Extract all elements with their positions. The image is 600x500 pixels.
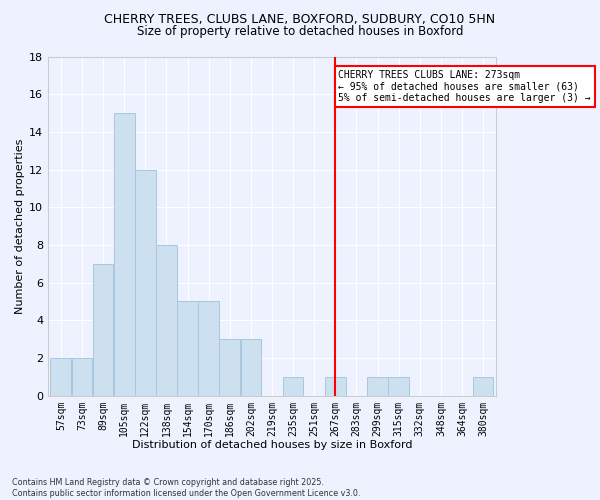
Bar — [220, 339, 240, 396]
Y-axis label: Number of detached properties: Number of detached properties — [15, 138, 25, 314]
Bar — [177, 302, 198, 396]
Bar — [241, 339, 261, 396]
Text: CHERRY TREES CLUBS LANE: 273sqm
← 95% of detached houses are smaller (63)
5% of : CHERRY TREES CLUBS LANE: 273sqm ← 95% of… — [338, 70, 591, 103]
Bar — [135, 170, 155, 396]
Bar — [114, 113, 134, 396]
Bar — [71, 358, 92, 396]
Bar — [367, 377, 388, 396]
Text: Contains HM Land Registry data © Crown copyright and database right 2025.
Contai: Contains HM Land Registry data © Crown c… — [12, 478, 361, 498]
Bar — [156, 245, 177, 396]
Bar — [473, 377, 493, 396]
Text: Size of property relative to detached houses in Boxford: Size of property relative to detached ho… — [137, 25, 463, 38]
Bar — [198, 302, 219, 396]
Bar — [283, 377, 304, 396]
Text: CHERRY TREES, CLUBS LANE, BOXFORD, SUDBURY, CO10 5HN: CHERRY TREES, CLUBS LANE, BOXFORD, SUDBU… — [104, 12, 496, 26]
Bar — [325, 377, 346, 396]
Bar — [93, 264, 113, 396]
X-axis label: Distribution of detached houses by size in Boxford: Distribution of detached houses by size … — [132, 440, 412, 450]
Bar — [388, 377, 409, 396]
Bar — [50, 358, 71, 396]
